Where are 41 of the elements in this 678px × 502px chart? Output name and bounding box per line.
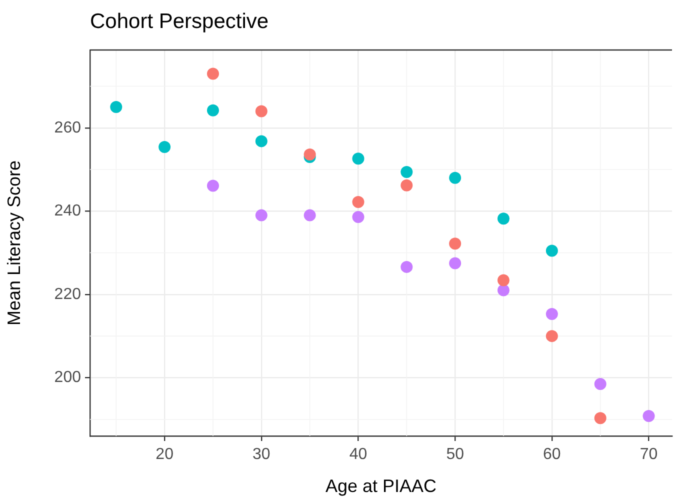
point — [594, 378, 606, 390]
point — [449, 238, 462, 250]
point — [642, 410, 655, 422]
x-tick-label: 50 — [446, 446, 464, 464]
point — [400, 179, 413, 192]
x-axis-title: Age at PIAAC — [325, 476, 437, 496]
y-tick-label: 220 — [54, 286, 82, 303]
point — [400, 260, 413, 273]
point — [352, 196, 364, 208]
y-tick-label: 200 — [54, 369, 82, 386]
y-tick-label: 240 — [54, 202, 82, 220]
point — [498, 212, 510, 225]
x-tick-label: 30 — [252, 446, 270, 464]
point — [498, 284, 510, 296]
point — [546, 244, 558, 257]
point — [304, 148, 316, 161]
point — [110, 101, 122, 114]
point — [255, 105, 268, 118]
x-tick-label: 60 — [543, 446, 561, 464]
point — [158, 141, 171, 154]
x-tick-label: 20 — [156, 446, 174, 464]
point — [400, 166, 413, 178]
point — [498, 274, 510, 286]
point — [255, 209, 268, 222]
point — [594, 412, 606, 424]
point — [304, 209, 316, 222]
point — [255, 135, 268, 148]
x-tick-label: 40 — [349, 446, 368, 464]
point — [449, 172, 462, 184]
point — [206, 68, 219, 80]
point — [449, 257, 462, 270]
point — [546, 308, 558, 320]
point — [206, 180, 219, 192]
y-tick-label: 260 — [54, 119, 82, 136]
point — [546, 330, 558, 342]
point — [352, 152, 364, 165]
x-tick-label: 70 — [640, 446, 658, 464]
chart-title: Cohort Perspective — [90, 10, 269, 33]
point — [206, 104, 219, 116]
y-axis-title: Mean Literacy Score — [4, 160, 24, 326]
point — [352, 210, 364, 223]
